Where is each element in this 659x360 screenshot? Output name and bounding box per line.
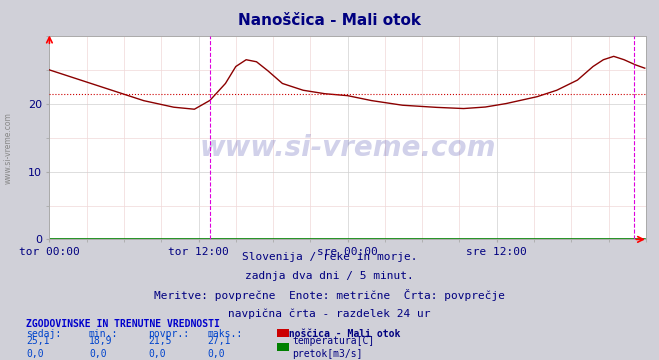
Text: maks.:: maks.: bbox=[208, 329, 243, 339]
Text: 0,0: 0,0 bbox=[26, 349, 44, 359]
Text: temperatura[C]: temperatura[C] bbox=[292, 336, 374, 346]
Text: sedaj:: sedaj: bbox=[26, 329, 61, 339]
Text: navpična črta - razdelek 24 ur: navpična črta - razdelek 24 ur bbox=[228, 308, 431, 319]
Text: www.si-vreme.com: www.si-vreme.com bbox=[3, 112, 13, 184]
Text: 27,1: 27,1 bbox=[208, 336, 231, 346]
Text: 21,5: 21,5 bbox=[148, 336, 172, 346]
Text: 0,0: 0,0 bbox=[208, 349, 225, 359]
Text: Slovenija / reke in morje.: Slovenija / reke in morje. bbox=[242, 252, 417, 262]
Text: min.:: min.: bbox=[89, 329, 119, 339]
Text: www.si-vreme.com: www.si-vreme.com bbox=[200, 134, 496, 162]
Text: pretok[m3/s]: pretok[m3/s] bbox=[292, 349, 362, 359]
Text: 18,9: 18,9 bbox=[89, 336, 113, 346]
Text: 0,0: 0,0 bbox=[148, 349, 166, 359]
Text: 0,0: 0,0 bbox=[89, 349, 107, 359]
Text: povpr.:: povpr.: bbox=[148, 329, 189, 339]
Text: zadnja dva dni / 5 minut.: zadnja dva dni / 5 minut. bbox=[245, 271, 414, 281]
Text: Meritve: povprečne  Enote: metrične  Črta: povprečje: Meritve: povprečne Enote: metrične Črta:… bbox=[154, 289, 505, 301]
Text: Nanoščica - Mali otok: Nanoščica - Mali otok bbox=[277, 329, 400, 339]
Text: ZGODOVINSKE IN TRENUTNE VREDNOSTI: ZGODOVINSKE IN TRENUTNE VREDNOSTI bbox=[26, 319, 220, 329]
Text: Nanoščica - Mali otok: Nanoščica - Mali otok bbox=[238, 13, 421, 28]
Text: 25,1: 25,1 bbox=[26, 336, 50, 346]
